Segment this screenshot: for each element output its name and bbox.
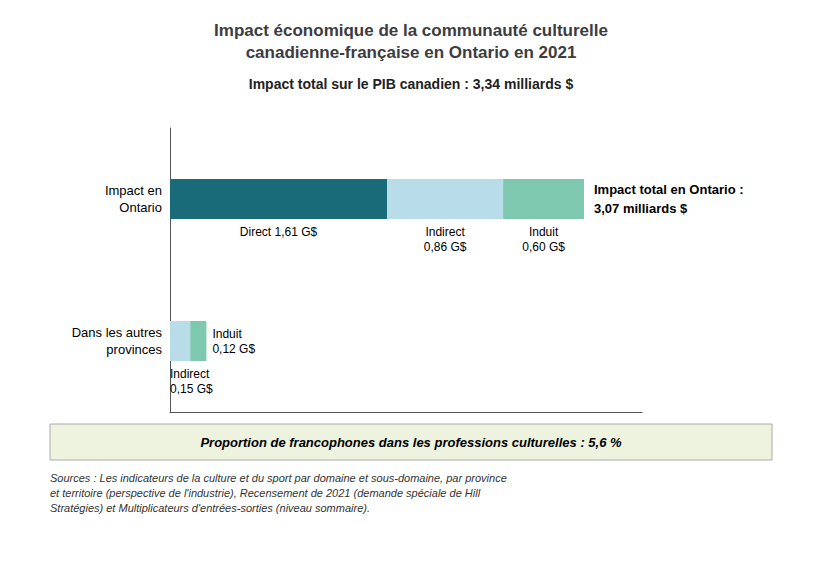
svg-text:Indirect: Indirect <box>170 367 210 381</box>
svg-text:Stratégies) et Multiplicateurs: Stratégies) et Multiplicateurs d'entrées… <box>50 502 370 514</box>
svg-text:et territoire (perspective de: et territoire (perspective de l'industri… <box>50 487 481 499</box>
svg-text:Proportion de francophones dan: Proportion de francophones dans les prof… <box>200 435 622 450</box>
svg-text:canadienne-française en Ontari: canadienne-française en Ontario en 2021 <box>246 43 577 62</box>
svg-text:0,12 G$: 0,12 G$ <box>212 342 255 356</box>
svg-text:Impact en: Impact en <box>105 183 162 198</box>
svg-text:Impact total sur le PIB canadi: Impact total sur le PIB canadien : 3,34 … <box>249 76 574 92</box>
svg-text:Sources : Les indicateurs de l: Sources : Les indicateurs de la culture … <box>50 472 507 484</box>
svg-text:Induit: Induit <box>212 327 242 341</box>
svg-text:Ontario: Ontario <box>119 200 162 215</box>
svg-text:Impact économique de la commun: Impact économique de la communauté cultu… <box>214 21 608 40</box>
svg-text:provinces: provinces <box>106 342 162 357</box>
svg-text:Direct 1,61 G$: Direct 1,61 G$ <box>240 225 318 239</box>
svg-text:0,15 G$: 0,15 G$ <box>170 382 213 396</box>
svg-text:0,86 G$: 0,86 G$ <box>424 240 467 254</box>
svg-text:Dans les autres: Dans les autres <box>72 325 163 340</box>
svg-text:Indirect: Indirect <box>425 225 465 239</box>
svg-text:0,60 G$: 0,60 G$ <box>522 240 565 254</box>
svg-text:Impact total en Ontario :: Impact total en Ontario : <box>594 182 744 197</box>
svg-text:3,07 milliards $: 3,07 milliards $ <box>594 201 688 216</box>
svg-text:Induit: Induit <box>529 225 559 239</box>
